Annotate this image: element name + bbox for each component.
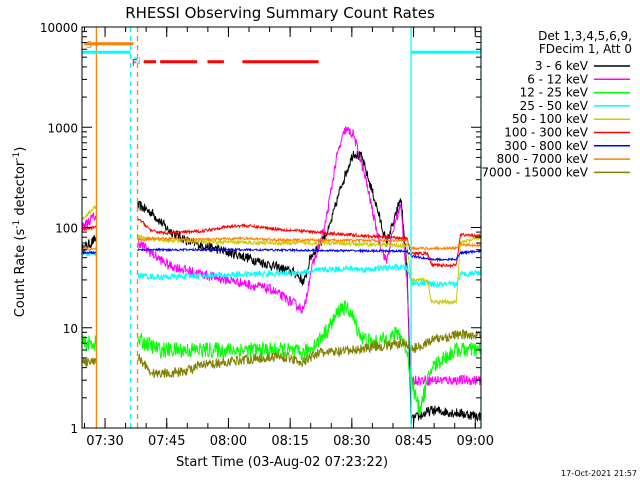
x-tick-label: 08:30: [333, 434, 370, 449]
plot-frame: [81, 26, 482, 429]
legend-label-0: 3 - 6 keV: [535, 59, 589, 73]
y-axis: 1 10 100 1000 10000: [40, 21, 481, 436]
saa-label: S: [86, 40, 92, 51]
series-line-4: [82, 204, 481, 305]
x-tick-label: 08:15: [271, 434, 308, 449]
y-axis-label-end: ): [13, 147, 28, 152]
legend-label-1: 6 - 12 keV: [527, 72, 589, 86]
y-tick-label: 10: [63, 322, 78, 336]
y-axis-label-sup2: -1: [12, 152, 22, 161]
series-line-5: [82, 218, 481, 269]
series-line-6: [82, 247, 481, 263]
y-tick-label: 100: [55, 222, 78, 236]
legend-label-6: 300 - 800 keV: [504, 139, 588, 153]
flare-label: F: [132, 58, 138, 69]
legend-label-8: 7000 - 15000 keV: [481, 165, 588, 179]
y-axis-label-mid: detector: [13, 160, 28, 220]
chart-title: RHESSI Observing Summary Count Rates: [125, 4, 435, 22]
x-tick-label: 07:45: [148, 434, 185, 449]
series-line-8: [82, 328, 481, 379]
legend-label-4: 50 - 100 keV: [512, 112, 589, 126]
y-axis-label: Count Rate (s-1 detector-1): [12, 147, 28, 318]
night-label: N: [134, 56, 141, 67]
series-line-2: [82, 300, 481, 416]
y-tick-label: 1: [70, 422, 78, 436]
legend: Det 1,3,4,5,6,9, FDecim 1, Att 0 3 - 6 k…: [481, 29, 632, 179]
legend-label-5: 100 - 300 keV: [504, 126, 588, 140]
x-tick-label: 07:30: [86, 434, 123, 449]
series-layer: [82, 126, 481, 424]
generation-timestamp: 17-Oct-2021 21:57: [561, 469, 637, 478]
legend-label-2: 12 - 25 keV: [520, 86, 589, 100]
legend-header-line-2: FDecim 1, Att 0: [539, 42, 632, 56]
state-markers: [82, 27, 481, 428]
x-tick-label: 08:00: [210, 434, 247, 449]
y-axis-label-main: Count Rate (s: [13, 229, 28, 318]
x-tick-label: 08:45: [395, 434, 432, 449]
legend-header-line-1: Det 1,3,4,5,6,9,: [538, 29, 632, 43]
legend-label-7: 800 - 7000 keV: [497, 152, 589, 166]
x-tick-label: 09:00: [457, 434, 494, 449]
x-axis: 07:30 07:45 08:00 08:15 08:30 08:45 09:00: [83, 27, 494, 449]
legend-label-3: 25 - 50 keV: [520, 99, 589, 113]
x-axis-label: Start Time (03-Aug-02 07:23:22): [176, 455, 388, 470]
y-tick-label: 10000: [40, 21, 78, 35]
y-axis-label-sup1: -1: [12, 220, 22, 229]
y-tick-label: 1000: [47, 121, 78, 135]
